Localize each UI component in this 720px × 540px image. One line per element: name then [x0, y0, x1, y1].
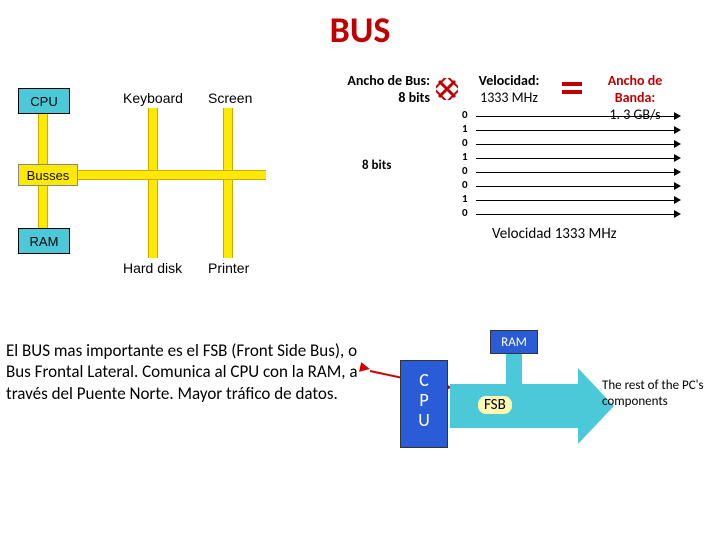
page-title: BUS — [0, 0, 720, 52]
keyboard-label: Keyboard — [123, 90, 183, 106]
fsb-diagram: RAM C P U FSB The rest of the PC's compo… — [380, 320, 710, 490]
harddisk-label: Hard disk — [123, 260, 182, 276]
bus-line — [223, 108, 233, 170]
fsb-label: FSB — [478, 396, 512, 414]
bus-line — [223, 180, 233, 258]
bandwidth-value: 1. 3 GB/s — [590, 106, 680, 123]
bits-count-label: 8 bits — [362, 158, 391, 173]
multiply-icon — [436, 72, 458, 104]
equals-icon — [560, 72, 584, 102]
bit-digit: 1 — [462, 122, 468, 135]
bus-width-label: Ancho de Bus: — [330, 72, 430, 89]
ram-box: RAM — [18, 228, 70, 254]
bus-line — [148, 180, 158, 258]
speed-label: Velocidad: — [464, 72, 554, 89]
bandwidth-label: Ancho de Banda: — [590, 72, 680, 106]
cpu-box: C P U — [400, 360, 448, 448]
bus-line — [38, 114, 48, 170]
bit-digit: 1 — [462, 192, 468, 205]
bus-width-value: 8 bits — [330, 89, 430, 106]
bus-line — [38, 180, 48, 228]
busses-label: Busses — [18, 164, 78, 186]
pointer-arrow-head — [359, 362, 371, 374]
fsb-arrow-body — [450, 384, 580, 428]
speed-value: 1333 MHz — [464, 89, 554, 106]
cpu-box: CPU — [18, 88, 70, 114]
bit-digit: 0 — [462, 178, 468, 191]
bit-digit: 0 — [462, 206, 468, 219]
fsb-description: El BUS mas importante es el FSB (Front S… — [6, 340, 366, 404]
fsb-ram-connector — [506, 354, 522, 384]
bit-digit: 0 — [462, 136, 468, 149]
velocity-caption: Velocidad 1333 MHz — [492, 225, 617, 243]
bus-line — [148, 108, 158, 170]
rest-label: The rest of the PC's components — [602, 378, 712, 409]
bit-digit: 0 — [462, 108, 468, 121]
ram-box: RAM — [490, 330, 538, 354]
cpu-label: C P U — [401, 371, 447, 430]
bus-topology-diagram: CPU Keyboard Screen Busses RAM Hard disk… — [8, 78, 328, 288]
printer-label: Printer — [208, 260, 249, 276]
bit-digit: 1 — [462, 150, 468, 163]
bit-digit: 0 — [462, 164, 468, 177]
screen-label: Screen — [208, 90, 252, 106]
